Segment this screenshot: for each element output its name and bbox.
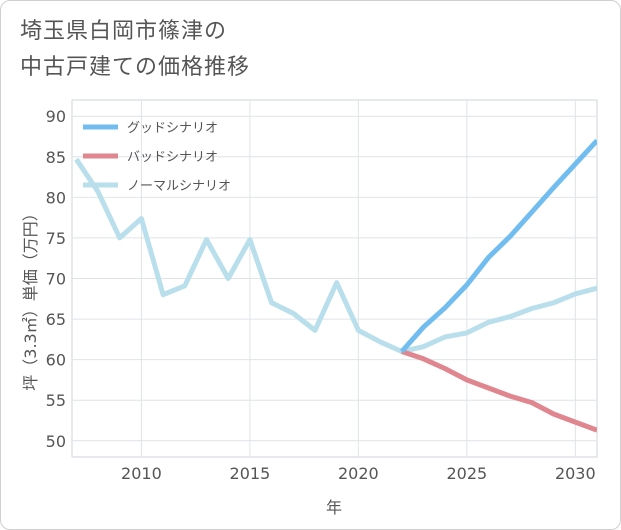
y-tick-label: 80 [46,188,66,207]
chart-title: 埼玉県白岡市篠津の 中古戸建ての価格推移 [20,14,250,86]
y-tick-label: 50 [46,432,66,451]
y-tick-label: 90 [46,107,66,126]
chart-title-line-1: 埼玉県白岡市篠津の [20,19,228,44]
y-tick-label: 60 [46,351,66,370]
chart-title-line-2: 中古戸建ての価格推移 [20,55,251,80]
series-line [400,349,597,433]
x-tick-label: 2030 [555,464,596,483]
legend-label: グッドシナリオ [127,121,218,136]
x-tick-label: 2010 [121,464,162,483]
series-lines [74,138,597,433]
legend-label: バッドシナリオ [127,150,218,165]
grid-lines [72,100,597,457]
tick-labels: 50 55 60 65 70 75 80 85 90 2010 2015 2020 2025 2030 [46,107,596,483]
y-tick-label: 70 [46,270,66,289]
y-axis-label: 坪（3.3㎡）単価（万円） [21,205,40,390]
series-line [399,138,597,354]
x-tick-label: 2025 [446,464,487,483]
legend-label: ノーマルシナリオ [127,179,231,194]
x-tick-label: 2015 [230,464,271,483]
y-tick-label: 85 [46,148,66,167]
x-axis-label: 年 [326,498,342,517]
series-line [74,157,597,354]
y-tick-label: 65 [46,310,66,329]
y-tick-label: 75 [46,229,66,248]
y-tick-label: 55 [46,391,66,410]
x-tick-label: 2020 [338,464,379,483]
